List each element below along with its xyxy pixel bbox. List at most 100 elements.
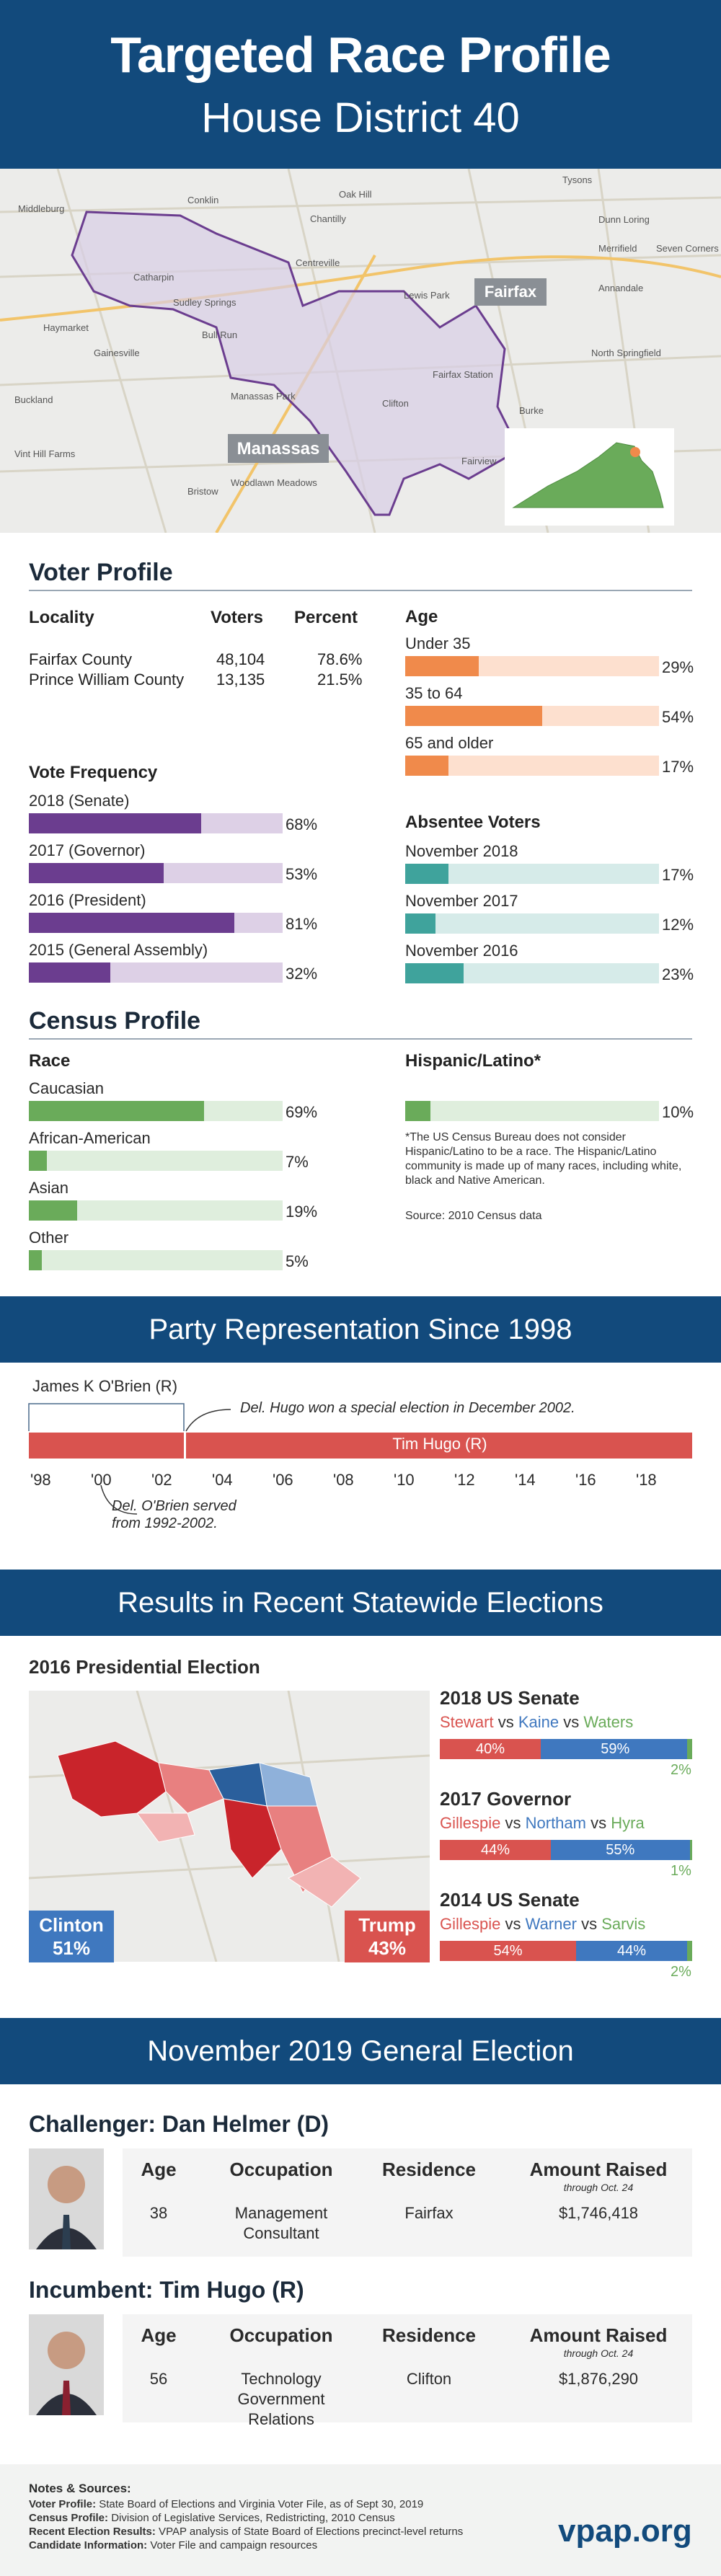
locality-header: Locality — [29, 608, 94, 627]
footer-note-key: Voter Profile: — [29, 2498, 97, 2510]
bar-pct: 12% — [662, 916, 694, 934]
year-tick: '98 — [30, 1471, 51, 1489]
candidate-res: Clifton — [406, 2370, 452, 2388]
bar-label: November 2017 — [405, 892, 518, 910]
candidate-occ: Technology Government Relations — [237, 2370, 325, 2428]
candidate-name: Sarvis — [601, 1915, 646, 1933]
candidate-title: Challenger: Dan Helmer (D) — [29, 2111, 329, 2137]
year-tick: '06 — [273, 1471, 293, 1489]
svg-text:Centreville: Centreville — [296, 257, 340, 268]
presidential-title: 2016 Presidential Election — [29, 1656, 260, 1678]
bar-track — [405, 706, 659, 726]
candidate-title: Incumbent: Tim Hugo (R) — [29, 2277, 304, 2303]
d-segment: 55% — [551, 1840, 690, 1860]
footer-note-key: Census Profile: — [29, 2512, 109, 2524]
fairfax-label: Fairfax — [485, 283, 537, 301]
candidate-name: Gillespie — [440, 1915, 501, 1933]
svg-text:Vint Hill Farms: Vint Hill Farms — [14, 448, 76, 459]
svg-text:Buckland: Buckland — [14, 394, 53, 405]
bar-fill — [29, 962, 110, 983]
svg-text:Tysons: Tysons — [562, 174, 593, 185]
hispanic-pct: 10% — [662, 1103, 694, 1121]
footer-note-key: Candidate Information: — [29, 2539, 148, 2551]
vpap-logo: vpap.org — [558, 2513, 692, 2549]
footer-note-value: State Board of Elections and Virginia Vo… — [96, 2498, 424, 2510]
bar-track — [29, 1250, 283, 1270]
bar-fill — [29, 913, 235, 933]
o-segment — [689, 1840, 692, 1860]
bar-label: 2015 (General Assembly) — [29, 941, 208, 959]
candidate-amt: $1,746,418 — [558, 2204, 639, 2222]
party-timeline — [28, 1403, 692, 1515]
race-pct: 5% — [286, 1252, 309, 1270]
candidate-photo — [29, 2314, 104, 2415]
obrien-label: James K O'Brien (R) — [32, 1377, 178, 1395]
bar-pct: 54% — [662, 708, 694, 726]
candidate-table — [123, 2314, 692, 2422]
o-pct: 2% — [671, 1964, 691, 1980]
candidate-name: Gillespie — [440, 1814, 501, 1832]
footer-title: Notes & Sources: — [29, 2482, 131, 2495]
locality-name: Fairfax County — [29, 650, 133, 668]
column-header: Amount Raised — [529, 2324, 668, 2346]
footer: Notes & Sources: Voter Profile: State Bo… — [0, 2464, 721, 2576]
bar-fill — [29, 813, 202, 833]
footer-note-value: Voter File and campaign resources — [147, 2539, 318, 2551]
general-election-title: November 2019 General Election — [0, 2018, 721, 2084]
svg-text:Seven Corners: Seven Corners — [656, 243, 719, 254]
candidate-name: Waters — [583, 1713, 634, 1731]
column-header: Occupation — [229, 2159, 333, 2180]
race-label: Caucasian — [29, 1079, 104, 1097]
locality-percent: 78.6% — [317, 650, 363, 668]
race-bar: 40% 59% — [440, 1739, 692, 1759]
year-tick: '00 — [91, 1471, 112, 1489]
bar-track — [405, 656, 659, 676]
bar-track — [405, 864, 659, 884]
bar-pct: 29% — [662, 658, 694, 676]
bar-fill — [405, 963, 464, 983]
candidate-photo — [29, 2148, 104, 2249]
d-segment: 44% — [576, 1941, 687, 1961]
vs-text: vs — [581, 1915, 598, 1933]
vs-text: vs — [505, 1915, 521, 1933]
candidate-occ: Management Consultant — [234, 2204, 328, 2242]
hispanic-bar-track — [405, 1101, 659, 1121]
svg-text:Manassas Park: Manassas Park — [231, 391, 296, 402]
bar-track — [405, 913, 659, 934]
svg-text:Woodlawn Meadows: Woodlawn Meadows — [231, 477, 317, 488]
manassas-label-box — [228, 434, 329, 463]
clinton-box: Clinton 51% — [29, 1911, 114, 1962]
svg-text:Sudley Springs: Sudley Springs — [173, 297, 236, 308]
column-subheader: through Oct. 24 — [563, 2182, 634, 2193]
year-tick: '08 — [333, 1471, 354, 1489]
trump-name: Trump — [358, 1914, 416, 1936]
column-header: Amount Raised — [529, 2159, 668, 2180]
bar-label: 65 and older — [405, 734, 494, 752]
svg-text:North Springfield: North Springfield — [591, 348, 661, 358]
bar-track — [405, 756, 659, 776]
percent-header: Percent — [294, 608, 358, 627]
bar-track — [29, 813, 283, 833]
svg-text:Burke: Burke — [519, 405, 544, 416]
year-tick: '02 — [151, 1471, 172, 1489]
year-tick: '10 — [394, 1471, 415, 1489]
year-tick: '18 — [636, 1471, 657, 1489]
bar-pct: 32% — [286, 965, 318, 983]
candidate-table — [123, 2148, 692, 2257]
o-segment — [687, 1739, 692, 1759]
bar-pct: 23% — [662, 965, 694, 983]
bar-pct: 81% — [286, 915, 318, 933]
bar-fill — [29, 1151, 47, 1171]
column-header: Occupation — [229, 2324, 333, 2346]
footer-notes: Voter Profile: State Board of Elections … — [29, 2497, 463, 2552]
census-note: *The US Census Bureau does not consider … — [405, 1131, 682, 1187]
absentee-title: Absentee Voters — [405, 813, 541, 832]
d-segment: 59% — [541, 1739, 690, 1759]
year-tick: '16 — [575, 1471, 596, 1489]
bar-track — [29, 962, 283, 983]
r-segment: 40% — [440, 1739, 541, 1759]
clinton-name: Clinton — [39, 1914, 104, 1936]
svg-text:Conklin: Conklin — [187, 195, 218, 205]
locality-percent: 21.5% — [317, 670, 363, 689]
candidate-amt: $1,876,290 — [558, 2370, 639, 2388]
